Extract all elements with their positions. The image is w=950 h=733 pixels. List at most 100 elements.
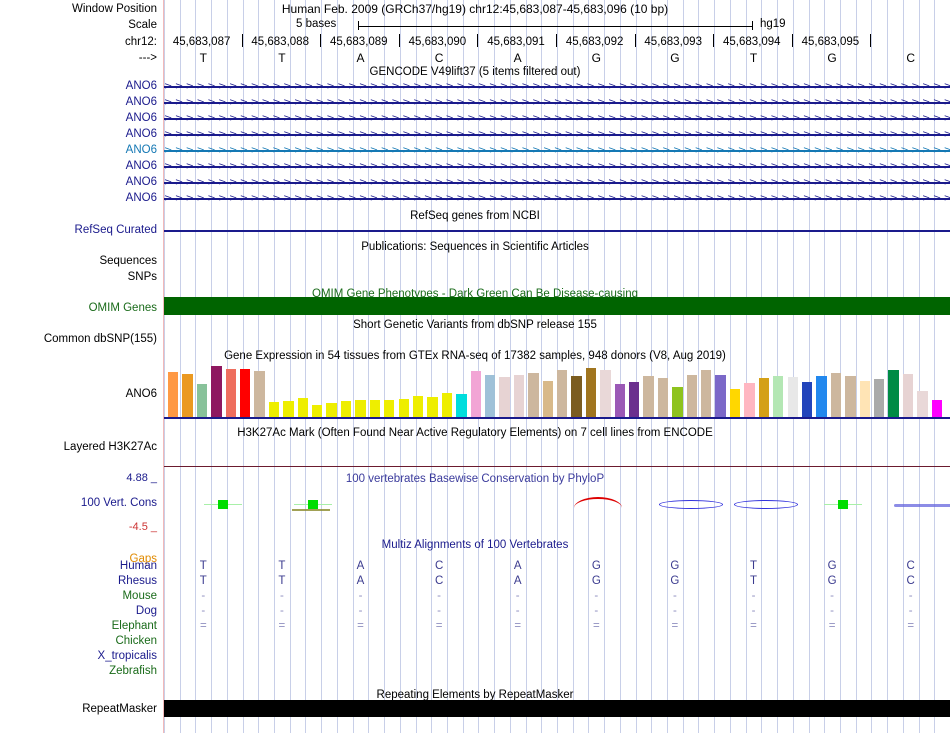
multiz-species-label[interactable]: Mouse (122, 590, 157, 602)
gencode-gene-label[interactable]: ANO6 (125, 112, 157, 124)
gtex-tissue-bar[interactable] (499, 377, 510, 417)
gencode-feature-row[interactable]: >>>>>>>>>>>>>>>>>>>>>>>>>>>>>>>>>>>>>>>>… (164, 145, 950, 156)
gaps-label[interactable]: Gaps (129, 553, 158, 565)
gtex-tissue-bar[interactable] (902, 374, 914, 417)
refseq-curated-label[interactable]: RefSeq Curated (74, 224, 157, 236)
gtex-tissue-bar[interactable] (528, 373, 539, 417)
gencode-gene-label[interactable]: ANO6 (125, 80, 157, 92)
gtex-tissue-bar[interactable] (672, 387, 683, 417)
gtex-tissue-bar[interactable] (830, 373, 842, 417)
gtex-tissue-bar[interactable] (412, 396, 424, 417)
conservation-olive-segment[interactable] (292, 509, 330, 511)
gencode-gene-label[interactable]: ANO6 (125, 128, 157, 140)
gtex-tissue-bar[interactable] (283, 401, 294, 417)
gencode-gene-label[interactable]: ANO6 (125, 160, 157, 172)
conservation-positive-block[interactable] (838, 500, 848, 509)
gtex-tissue-bar[interactable] (773, 376, 784, 417)
gencode-feature-row[interactable]: >>>>>>>>>>>>>>>>>>>>>>>>>>>>>>>>>>>>>>>>… (164, 113, 950, 124)
gtex-tissue-bar[interactable] (614, 384, 625, 417)
gtex-tissue-bar[interactable] (585, 368, 597, 417)
common-dbsnp-label[interactable]: Common dbSNP(155) (43, 333, 157, 345)
gtex-tissue-bar[interactable] (254, 371, 265, 417)
gtex-tissue-bar[interactable] (484, 375, 496, 417)
repeatmasker-feature-bar[interactable] (164, 700, 950, 717)
gencode-gene-label[interactable]: ANO6 (125, 192, 157, 204)
gtex-tissue-bar[interactable] (456, 394, 467, 417)
conservation-blue-segment[interactable] (894, 504, 950, 507)
gtex-tissue-bar[interactable] (873, 379, 885, 417)
gencode-feature-row[interactable]: >>>>>>>>>>>>>>>>>>>>>>>>>>>>>>>>>>>>>>>>… (164, 161, 950, 172)
gencode-feature-row[interactable]: >>>>>>>>>>>>>>>>>>>>>>>>>>>>>>>>>>>>>>>>… (164, 129, 950, 140)
gtex-tissue-bar[interactable] (600, 370, 611, 417)
gtex-tissue-bar[interactable] (686, 375, 698, 417)
repeatmasker-label[interactable]: RepeatMasker (82, 703, 157, 715)
gtex-tissue-bar[interactable] (758, 378, 770, 417)
gtex-tissue-bar[interactable] (801, 382, 813, 417)
gtex-tissue-bar[interactable] (196, 384, 208, 417)
gencode-feature-row[interactable]: >>>>>>>>>>>>>>>>>>>>>>>>>>>>>>>>>>>>>>>>… (164, 193, 950, 204)
multiz-species-label[interactable]: Zebrafish (109, 665, 157, 677)
gencode-gene-label[interactable]: ANO6 (125, 176, 157, 188)
multiz-species-label[interactable]: Dog (135, 605, 157, 617)
gtex-tissue-bar[interactable] (340, 401, 352, 417)
gtex-tissue-bar[interactable] (787, 377, 798, 417)
gencode-gene-label[interactable]: ANO6 (125, 96, 157, 108)
layered-h3k27ac-label[interactable]: Layered H3K27Ac (63, 441, 157, 453)
gtex-tissue-bar[interactable] (701, 370, 712, 417)
gtex-tissue-bar[interactable] (398, 399, 409, 417)
gtex-tissue-bar[interactable] (917, 391, 928, 417)
gtex-tissue-bar[interactable] (441, 393, 453, 417)
conservation-positive-arc[interactable] (734, 500, 798, 509)
gtex-tissue-bar[interactable] (312, 405, 323, 417)
gtex-tissue-bar[interactable] (182, 374, 193, 417)
omim-genes-label[interactable]: OMIM Genes (88, 302, 157, 314)
multiz-species-label[interactable]: Elephant (111, 620, 157, 632)
gtex-tissue-bar[interactable] (326, 403, 337, 417)
gtex-tissue-bar[interactable] (470, 371, 481, 417)
gtex-tissue-bar[interactable] (240, 369, 251, 417)
gtex-tissue-bar[interactable] (297, 398, 309, 417)
gtex-tissue-bar[interactable] (657, 378, 669, 417)
gtex-expression-barchart[interactable] (164, 365, 950, 417)
gtex-tissue-bar[interactable] (744, 383, 755, 417)
gtex-tissue-bar[interactable] (816, 376, 827, 417)
gtex-tissue-bar[interactable] (369, 400, 381, 417)
gtex-tissue-bar[interactable] (888, 370, 899, 417)
gtex-tissue-bar[interactable] (211, 366, 222, 417)
gtex-tissue-bar[interactable] (571, 376, 582, 417)
multiz-species-label[interactable]: X_tropicalis (97, 650, 157, 662)
gtex-tissue-bar[interactable] (355, 400, 366, 417)
gtex-tissue-bar[interactable] (427, 397, 438, 417)
gtex-tissue-bar[interactable] (168, 372, 179, 417)
gencode-feature-row[interactable]: >>>>>>>>>>>>>>>>>>>>>>>>>>>>>>>>>>>>>>>>… (164, 81, 950, 92)
gtex-tissue-bar[interactable] (384, 400, 395, 417)
conservation-positive-arc[interactable] (659, 500, 723, 509)
omim-feature-bar[interactable] (164, 297, 950, 315)
conservation-plot[interactable] (164, 470, 950, 542)
gencode-feature-row[interactable]: >>>>>>>>>>>>>>>>>>>>>>>>>>>>>>>>>>>>>>>>… (164, 177, 950, 188)
cons-track-label[interactable]: 100 Vert. Cons (80, 497, 157, 509)
gtex-tissue-bar[interactable] (225, 369, 236, 417)
gtex-tissue-bar[interactable] (859, 381, 870, 417)
gtex-tissue-bar[interactable] (845, 376, 856, 417)
conservation-positive-block[interactable] (308, 500, 318, 509)
sequences-label[interactable]: Sequences (99, 255, 157, 267)
gtex-tissue-bar[interactable] (268, 402, 280, 417)
conservation-negative-arc[interactable] (574, 497, 622, 508)
refseq-feature-line[interactable] (164, 230, 950, 232)
gtex-tissue-bar[interactable] (542, 381, 553, 417)
gtex-tissue-bar[interactable] (629, 382, 640, 417)
gtex-tissue-bar[interactable] (513, 375, 525, 417)
multiz-species-label[interactable]: Rhesus (118, 575, 157, 587)
gtex-tissue-bar[interactable] (643, 376, 654, 417)
multiz-species-label[interactable]: Chicken (115, 635, 157, 647)
gtex-gene-label[interactable]: ANO6 (125, 388, 157, 400)
gtex-tissue-bar[interactable] (729, 389, 741, 417)
multiz-species-label[interactable]: Human (119, 560, 157, 572)
gencode-gene-label[interactable]: ANO6 (125, 144, 157, 156)
conservation-positive-block[interactable] (218, 500, 228, 509)
gtex-tissue-bar[interactable] (557, 370, 568, 417)
gencode-feature-row[interactable]: >>>>>>>>>>>>>>>>>>>>>>>>>>>>>>>>>>>>>>>>… (164, 97, 950, 108)
gtex-tissue-bar[interactable] (715, 375, 726, 417)
